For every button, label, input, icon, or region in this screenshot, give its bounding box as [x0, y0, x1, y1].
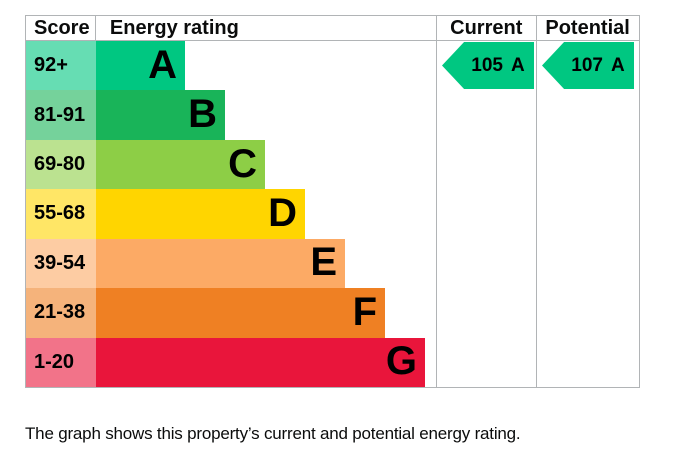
band-score-range: 1-20	[26, 337, 96, 387]
epc-energy-rating-chart: Score Energy rating Current Potential 92…	[25, 15, 640, 388]
current-column-header: Current	[450, 17, 523, 39]
energy-band-row: 55-68 D	[26, 189, 437, 239]
potential-rating-band: A	[610, 54, 625, 76]
potential-column-divider	[536, 16, 537, 387]
band-score-range: 39-54	[26, 238, 96, 289]
potential-rating-arrow: 107 A	[542, 42, 634, 89]
current-rating-band: A	[510, 54, 525, 76]
chart-caption: The graph shows this property’s current …	[25, 424, 521, 443]
potential-rating-score: 107	[571, 54, 603, 76]
current-rating-arrow: 105 A	[442, 42, 534, 89]
band-bar: C	[96, 139, 265, 190]
band-letter: D	[268, 190, 297, 235]
current-rating-score: 105	[471, 54, 503, 76]
current-column-divider	[436, 16, 437, 387]
band-bar: D	[96, 189, 305, 239]
energy-rating-column-header: Energy rating	[109, 17, 239, 39]
band-letter: A	[148, 42, 177, 87]
chart-header-row: Score Energy rating Current Potential	[26, 16, 639, 41]
score-column-header: Score	[26, 16, 96, 40]
band-score-range: 69-80	[26, 139, 96, 190]
energy-band-row: 81-91 B	[26, 90, 437, 140]
band-bar: E	[96, 238, 345, 289]
energy-band-row: 39-54 E	[26, 238, 437, 289]
band-letter: F	[352, 289, 377, 334]
band-letter: E	[310, 240, 337, 285]
energy-band-row: 92+ A	[26, 41, 437, 91]
energy-band-row: 21-38 F	[26, 288, 437, 338]
band-bar: A	[96, 41, 185, 91]
band-letter: C	[228, 141, 257, 186]
band-letter: G	[385, 339, 417, 384]
band-bar: B	[96, 90, 225, 140]
band-score-range: 55-68	[26, 189, 96, 239]
band-score-range: 92+	[26, 41, 96, 91]
energy-band-row: 69-80 C	[26, 139, 437, 190]
band-letter: B	[188, 92, 217, 137]
band-score-range: 21-38	[26, 288, 96, 338]
energy-band-row: 1-20 G	[26, 337, 437, 387]
potential-column-header: Potential	[545, 17, 630, 39]
band-score-range: 81-91	[26, 90, 96, 140]
band-bar: G	[96, 337, 425, 387]
band-bar: F	[96, 288, 385, 338]
energy-bands: 92+ A 81-91 B 69-80 C 55-68 D 39-54 E 21…	[26, 41, 437, 387]
